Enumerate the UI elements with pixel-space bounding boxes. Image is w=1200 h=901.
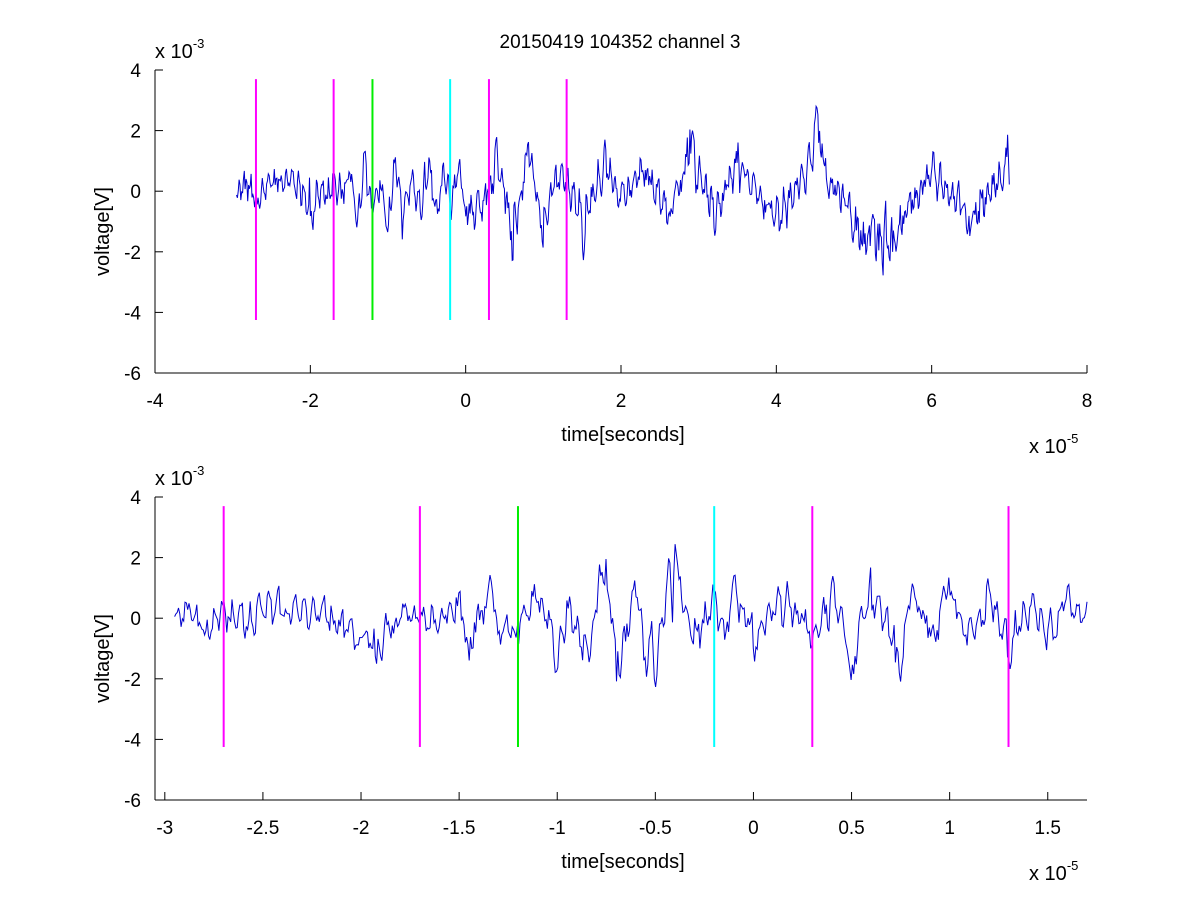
x-axis-label: time[seconds] [561, 424, 684, 446]
x-tick-label: 1 [944, 818, 955, 839]
signal-trace [174, 544, 1088, 687]
y-exponent-label: x 10-3 [155, 463, 204, 490]
y-tick-label: 2 [130, 549, 141, 570]
y-tick-label: -6 [124, 791, 141, 812]
x-tick-label: -2 [353, 818, 370, 839]
y-tick-label: -2 [124, 670, 141, 691]
x-tick-label: 0 [748, 818, 759, 839]
figure-title: 20150419 104352 channel 3 [500, 32, 741, 53]
upper-plot: -4 -2 0 2 4 6 8 -6 -4 -2 0 2 4 time[seconds] voltage[V… [92, 36, 1092, 458]
y-tick-label: -4 [124, 303, 141, 324]
y-tick-label: 2 [130, 122, 141, 143]
y-tick-label: 4 [130, 488, 141, 509]
signal-trace [236, 104, 1010, 276]
y-axis-label: voltage[V] [92, 187, 114, 276]
x-tick-label: -3 [156, 818, 173, 839]
x-tick-label: -1 [549, 818, 566, 839]
x-tick-label: 6 [926, 391, 937, 412]
x-tick-label: 0.5 [838, 818, 864, 839]
y-axis-label: voltage[V] [92, 614, 114, 703]
x-tick-label: 1.5 [1035, 818, 1061, 839]
y-exponent-label: x 10-3 [155, 36, 204, 63]
y-tick-label: 0 [130, 182, 141, 203]
x-tick-label: -2.5 [247, 818, 280, 839]
x-tick-label: 0 [460, 391, 471, 412]
x-axis-label: time[seconds] [561, 851, 684, 873]
x-tick-label: -2 [302, 391, 319, 412]
y-tick-label: -4 [124, 730, 141, 751]
y-tick-label: -6 [124, 364, 141, 385]
lower-plot: -3 -2.5 -2 -1.5 -1 -0.5 0 0.5 1 1.5 -6 -4 -2 0 2 4 time[… [92, 463, 1088, 885]
x-tick-label: 2 [616, 391, 627, 412]
x-exponent-label: x 10-5 [1029, 431, 1078, 458]
x-exponent-label: x 10-5 [1029, 858, 1078, 885]
x-tick-label: -0.5 [639, 818, 672, 839]
x-tick-label: -1.5 [443, 818, 476, 839]
x-tick-label: -4 [147, 391, 164, 412]
y-tick-label: -2 [124, 243, 141, 264]
y-tick-label: 4 [130, 61, 141, 82]
x-tick-label: 8 [1082, 391, 1093, 412]
x-tick-label: 4 [771, 391, 782, 412]
y-tick-label: 0 [130, 609, 141, 630]
